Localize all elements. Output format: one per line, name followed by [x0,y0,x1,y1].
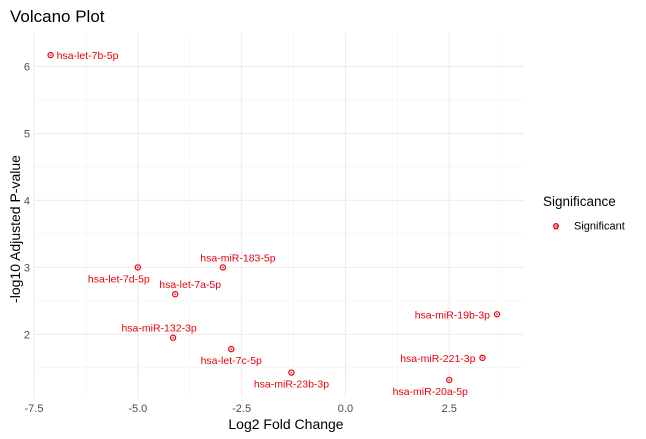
x-tick-label: 0.0 [338,403,353,415]
data-point [169,334,177,341]
data-point [171,290,179,298]
point-label: hsa-miR-132-3p [121,323,196,335]
chart-title: Volcano Plot [10,7,105,26]
x-tick-label: -5.0 [128,403,147,415]
point-label: hsa-miR-20a-5p [393,386,468,398]
data-point [446,376,453,384]
data-point-core [174,293,177,296]
point-label: hsa-let-7c-5p [201,355,262,367]
data-point-core [230,348,233,351]
data-point [479,354,486,362]
y-tick-label: 6 [24,61,30,73]
data-point [47,51,54,59]
data-point-core [448,378,451,382]
data-point [134,264,142,271]
legend-key-glyph: a [553,222,558,232]
legend-key-significant: a [553,222,559,232]
y-tick-label: 2 [24,329,30,341]
legend-label-significant: Significant [574,221,625,233]
data-point-core [495,313,499,316]
legend: Significance a Significant [543,194,625,233]
point-label: hsa-miR-183-5p [200,252,275,264]
data-point [288,369,295,376]
point-label: hsa-let-7a-5p [159,279,221,291]
data-point-core [290,371,293,374]
data-point [228,345,235,353]
point-label: hsa-miR-23b-3p [254,379,329,391]
data-points [47,51,501,384]
data-point [219,264,227,271]
data-point [493,311,501,318]
data-point-core [49,54,52,57]
y-tick-label: 3 [24,262,30,274]
x-axis-title: Log2 Fold Change [228,416,343,432]
data-point-core [172,336,175,339]
point-label: hsa-let-7d-5p [88,273,150,285]
y-tick-label: 4 [24,195,30,207]
legend-title: Significance [543,194,616,209]
point-labels: hsa-let-7b-5p hsa-let-7d-5p hsa-miR-183-5p… [57,50,491,398]
data-point-core [136,266,139,269]
grid-lines [33,33,524,398]
y-axis-title: -log10 Adjusted P-value [7,155,23,303]
data-point-core [481,356,484,359]
data-point-core [221,266,225,269]
legend-key-point [553,223,559,229]
point-label: hsa-let-7b-5p [57,50,119,62]
axis-ticks: -7.5 -5.0 -2.5 0.0 2.5 2 3 4 5 6 [24,61,457,415]
x-tick-label: 2.5 [442,403,457,415]
x-tick-label: -2.5 [232,403,251,415]
point-label: hsa-miR-221-3p [400,353,475,365]
point-label: hsa-miR-19b-3p [415,309,490,321]
y-tick-label: 5 [24,128,30,140]
x-tick-label: -7.5 [25,403,44,415]
